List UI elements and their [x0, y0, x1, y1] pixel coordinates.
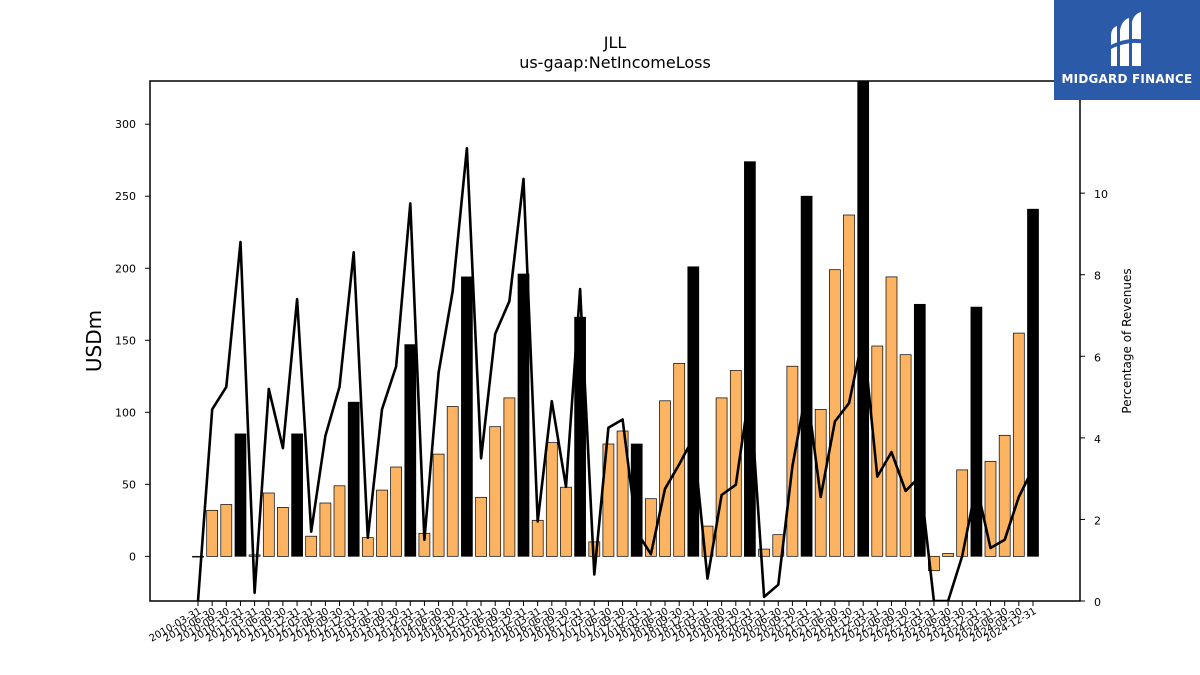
bar-2023-12-31 [970, 306, 983, 557]
y2-tick-label-2: 2 [1094, 514, 1101, 527]
bar-2024-09-30 [1012, 332, 1025, 557]
bar-2012-03-31 [305, 535, 318, 557]
y-tick-label-200: 200 [115, 262, 136, 275]
bar-2014-09-30 [446, 406, 459, 557]
y2-axis-label: Percentage of Revenues [1120, 268, 1134, 413]
chart-subtitle: us-gaap:NetIncomeLoss [519, 53, 711, 72]
bar-2016-06-30 [545, 442, 558, 557]
bar-2022-12-31 [913, 303, 926, 557]
plot-frame [149, 80, 1081, 602]
bar-2021-06-30 [829, 269, 841, 557]
bar-2012-09-30 [333, 485, 346, 557]
y2-tick-label-6: 6 [1094, 351, 1101, 364]
y2-tick-label-8: 8 [1094, 270, 1101, 283]
bar-2010-06-30 [206, 509, 219, 557]
bar-2021-03-31 [814, 409, 827, 557]
left-axis: 0 50 100 150 200 250 300 [115, 118, 150, 563]
bar-2019-06-30 [715, 397, 728, 557]
bar-2021-09-30 [843, 214, 855, 557]
bar-2014-06-30 [432, 453, 445, 557]
bar-2015-06-30 [489, 426, 502, 557]
midgard-finance-logo: MIDGARD FINANCE [1054, 0, 1200, 100]
bar-2019-12-31 [744, 161, 756, 557]
y-tick-label-250: 250 [115, 190, 136, 203]
bar-2018-09-30 [673, 362, 686, 557]
y-tick-label-50: 50 [122, 478, 136, 491]
y-axis-label: USDm [82, 310, 106, 372]
bar-2011-03-31 [248, 554, 261, 557]
y-tick-label-0: 0 [129, 550, 136, 563]
right-axis: 0 2 4 6 8 10 [1080, 188, 1108, 609]
bar-2016-12-31 [574, 316, 586, 557]
y-tick-label-100: 100 [115, 406, 136, 419]
percentage-of-revenues-line [196, 147, 1035, 601]
bars-group [192, 80, 1039, 572]
bar-2024-12-31 [1027, 208, 1039, 557]
bar-2016-09-30 [560, 486, 572, 557]
bar-2010-03-31 [192, 555, 204, 558]
chart-title: JLL [603, 33, 627, 52]
bar-2018-12-31 [687, 266, 700, 557]
bar-2011-06-30 [262, 492, 275, 557]
bar-2015-03-31 [475, 496, 487, 557]
y-tick-label-150: 150 [115, 334, 136, 347]
bar-2015-12-31 [517, 273, 530, 557]
bar-2022-09-30 [899, 354, 912, 557]
bar-2015-09-30 [503, 397, 516, 557]
bar-2017-09-30 [616, 430, 629, 557]
bar-2024-03-31 [984, 460, 997, 557]
bar-2022-03-31 [871, 345, 884, 557]
bar-2016-03-31 [531, 519, 544, 557]
bar-2012-12-31 [347, 401, 360, 557]
y2-tick-label-4: 4 [1094, 433, 1101, 446]
y-tick-label-300: 300 [115, 118, 136, 131]
logo-mark-icon [1109, 12, 1145, 66]
bar-2019-09-30 [729, 370, 742, 557]
bar-2013-12-31 [404, 344, 417, 557]
bar-2017-12-31 [630, 443, 643, 557]
y2-tick-label-10: 10 [1094, 188, 1108, 201]
bar-2013-09-30 [390, 466, 402, 557]
x-axis: 2010-03-312010-06-302010-09-302010-12-31… [148, 601, 1039, 645]
bar-2021-12-31 [857, 80, 870, 557]
bar-2017-06-30 [602, 443, 615, 557]
bar-2013-03-31 [361, 537, 374, 557]
bar-2013-06-30 [376, 489, 388, 557]
bar-2011-09-30 [277, 507, 289, 557]
bar-2012-06-30 [319, 502, 332, 557]
y2-tick-label-0: 0 [1094, 596, 1101, 609]
bar-2011-12-31 [291, 433, 303, 557]
bar-2022-06-30 [885, 276, 898, 557]
bar-2010-09-30 [220, 504, 233, 557]
bar-2014-12-31 [461, 276, 473, 557]
bar-2024-06-30 [998, 434, 1011, 557]
bar-2023-06-30 [942, 553, 954, 557]
logo-text: MIDGARD FINANCE [1061, 72, 1193, 86]
bar-2010-12-31 [234, 433, 247, 557]
line-group [196, 147, 1035, 601]
bar-2020-03-31 [758, 548, 770, 557]
bar-2018-06-30 [659, 400, 671, 557]
bar-2020-12-31 [800, 195, 813, 557]
